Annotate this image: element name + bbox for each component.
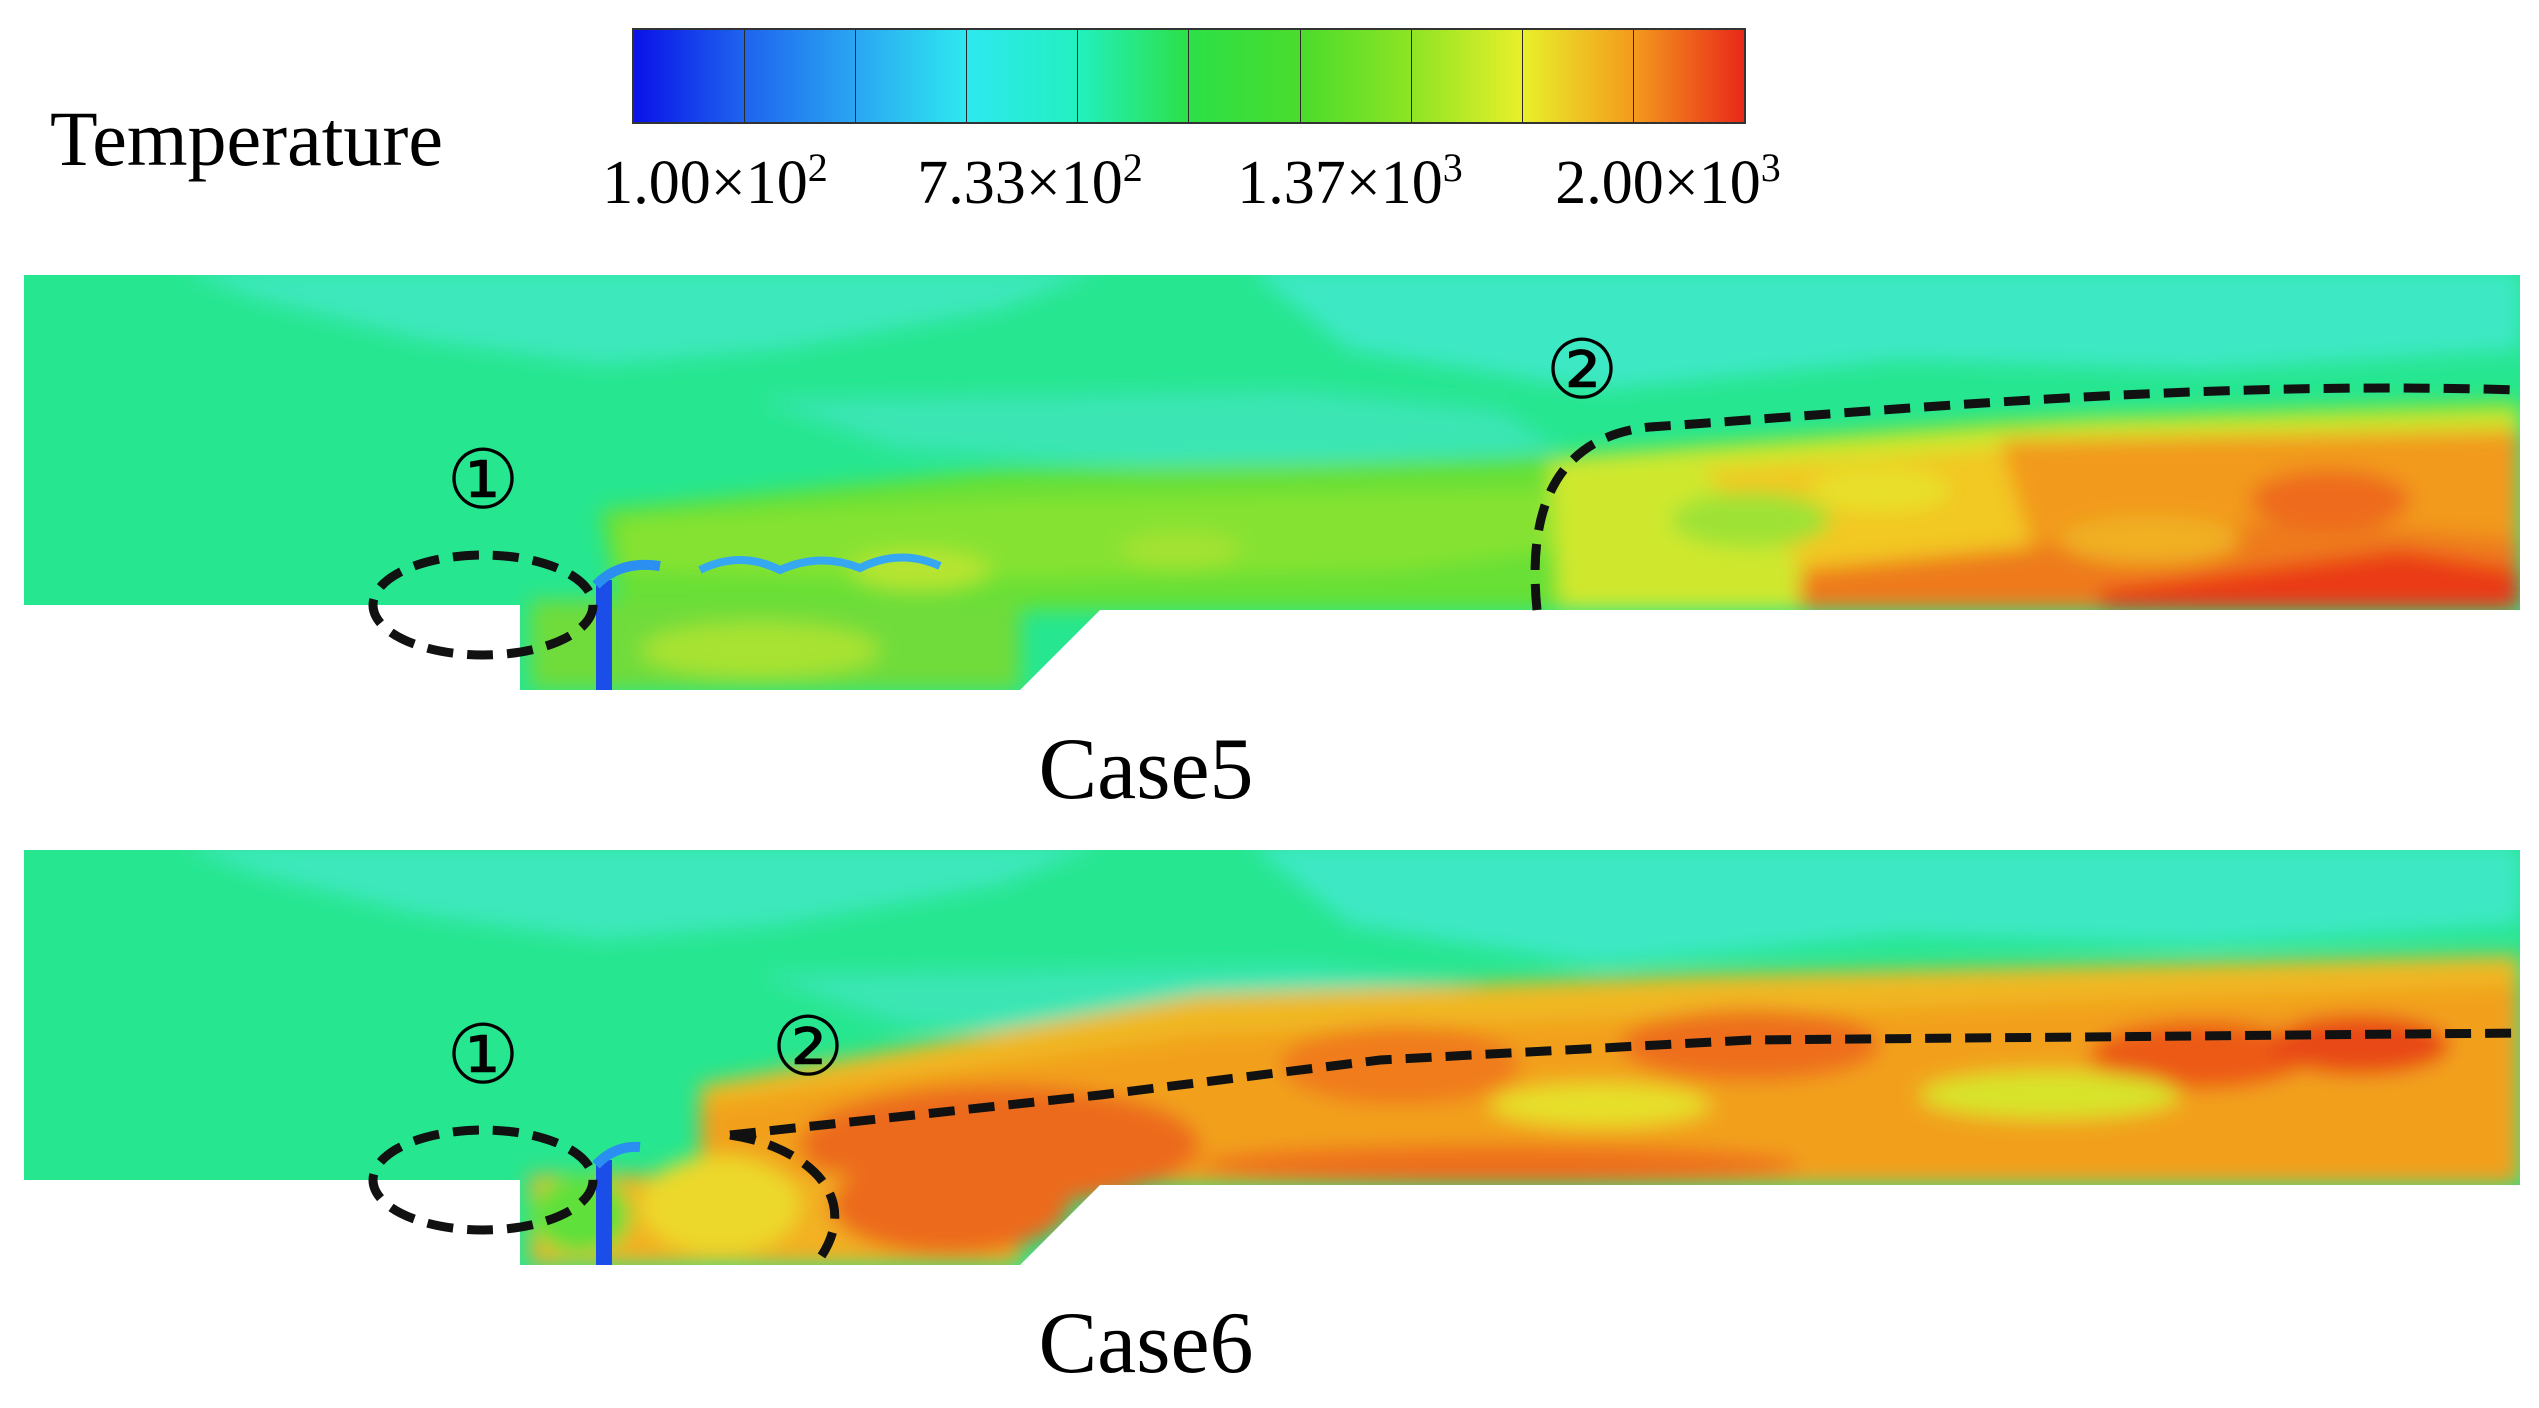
case6-label: Case6 (1038, 1295, 1254, 1392)
case6-region1-marker: ① (368, 1010, 598, 1235)
colorbar-tick-label: 1.00×102 (602, 145, 828, 217)
marker-2-label: ② (771, 1002, 845, 1093)
colorbar-tick-label: 1.37×103 (1237, 145, 1463, 217)
colorbar-segment (967, 30, 1079, 122)
case6-temperature-field (24, 850, 2520, 1265)
case6-cold-jet (592, 1141, 641, 1265)
case5-region1-marker: ① (368, 435, 598, 660)
case5-temperature-field (24, 275, 2520, 690)
legend-title: Temperature (50, 95, 443, 182)
colorbar-segment (1522, 30, 1634, 122)
case6-region2-marker: ② (729, 1002, 2521, 1268)
marker-1-label: ① (446, 1010, 520, 1101)
colorbar-segment (856, 30, 968, 122)
marker-2-label: ② (1545, 325, 1619, 416)
case5-cold-jet (592, 553, 942, 690)
temperature-colorbar (632, 28, 1746, 124)
colorbar-segment (1189, 30, 1301, 122)
colorbar-segment (745, 30, 857, 122)
colorbar-segment (1300, 30, 1412, 122)
colorbar-segment (634, 30, 746, 122)
case5-region2-marker: ② (1530, 325, 2521, 611)
case5-contour-panel: ① ② (24, 275, 2521, 690)
case6-contour-panel: ① ② (24, 850, 2521, 1268)
marker-1-label: ① (446, 435, 520, 526)
colorbar-segment (1633, 30, 1744, 122)
colorbar-segment (1411, 30, 1523, 122)
colorbar-segment (1078, 30, 1190, 122)
colorbar-tick-label: 2.00×103 (1555, 145, 1781, 217)
colorbar-tick-label: 7.33×102 (917, 145, 1143, 217)
case5-label: Case5 (1038, 721, 1254, 818)
